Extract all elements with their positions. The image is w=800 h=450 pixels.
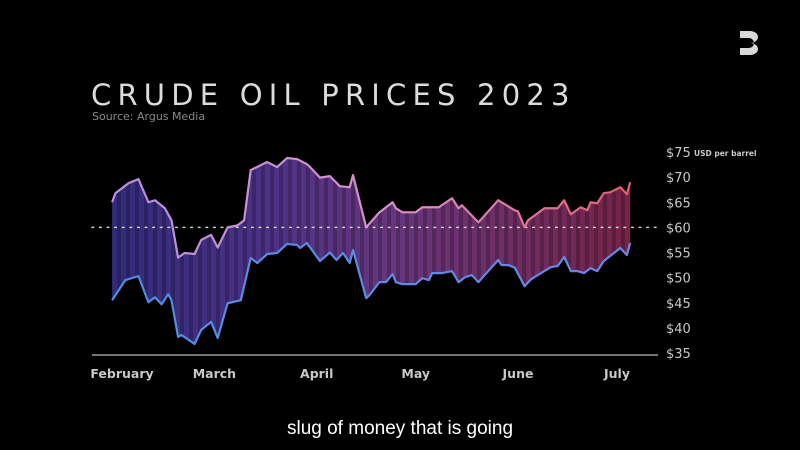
chart-source: Source: Argus Media [92, 110, 206, 123]
x-tick-label: June [502, 366, 534, 381]
y-tick-label: $75 [666, 146, 691, 161]
x-tick-label: July [603, 366, 630, 381]
y-axis-unit-label: USD per barrel [694, 149, 757, 158]
x-tick-label: February [90, 366, 153, 381]
x-tick-label: April [300, 366, 333, 381]
video-caption: slug of money that is going [286, 418, 514, 439]
series-upper-line [111, 156, 632, 259]
price-band-stripes [112, 158, 631, 344]
y-tick-label: $60 [666, 221, 691, 236]
channel-logo-icon [740, 31, 758, 55]
x-tick-label: March [193, 366, 236, 381]
y-tick-label: $55 [666, 247, 691, 262]
y-tick-label: $50 [666, 272, 691, 287]
x-tick-label: May [401, 366, 430, 381]
y-tick-label: $70 [666, 171, 691, 186]
series-lower-line [111, 241, 632, 346]
y-tick-label: $45 [666, 297, 691, 312]
chart-title: CRUDE OIL PRICES 2023 [91, 78, 576, 112]
y-tick-label: $35 [666, 347, 691, 362]
y-tick-label: $65 [666, 196, 691, 211]
y-tick-label: $40 [666, 322, 691, 337]
